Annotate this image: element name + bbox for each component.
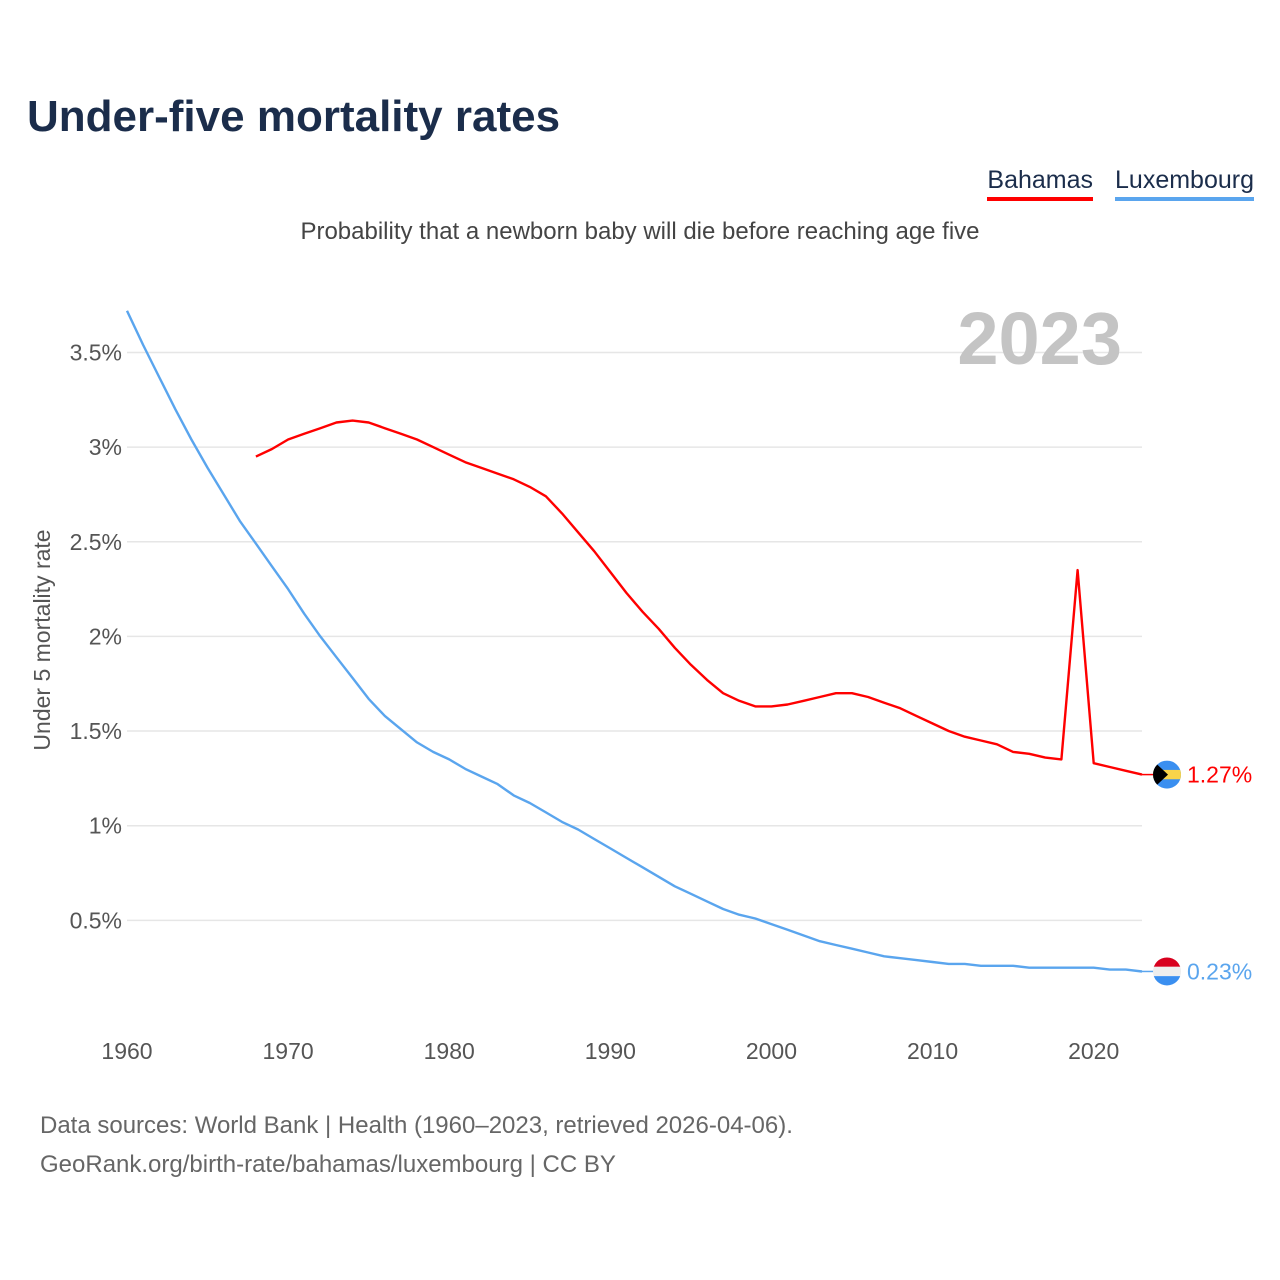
x-tick-label: 1980	[424, 1038, 475, 1064]
y-tick-label: 2%	[89, 623, 122, 649]
legend-item-luxembourg[interactable]: Luxembourg	[1115, 166, 1254, 201]
x-tick-label: 2020	[1068, 1038, 1119, 1064]
chart-subtitle: Probability that a newborn baby will die…	[300, 218, 980, 245]
chart-title: Under-five mortality rates	[27, 92, 561, 141]
footer: Data sources: World Bank | Health (1960–…	[40, 1106, 793, 1184]
legend-item-bahamas[interactable]: Bahamas	[987, 166, 1094, 201]
y-tick-label: 2.5%	[70, 529, 122, 555]
x-tick-label: 2000	[746, 1038, 797, 1064]
bahamas-flag-icon	[1153, 760, 1181, 789]
x-tick-label: 2010	[907, 1038, 958, 1064]
x-tick-label: 1990	[585, 1038, 636, 1064]
y-tick-label: 3%	[89, 434, 122, 460]
y-tick-label: 1%	[89, 813, 122, 839]
y-tick-label: 0.5%	[70, 907, 122, 933]
x-tick-label: 1970	[263, 1038, 314, 1064]
data-source: Data sources: World Bank | Health (1960–…	[40, 1112, 793, 1139]
luxembourg-flag-icon	[1153, 957, 1181, 986]
end-value-label: 1.27%	[1187, 762, 1252, 788]
series-line-luxembourg	[125, 310, 1143, 973]
current-year-label: 2023	[957, 297, 1122, 380]
y-axis-label: Under 5 mortality rate	[29, 529, 55, 750]
y-tick-label: 1.5%	[70, 718, 122, 744]
x-tick-label: 1960	[101, 1038, 152, 1064]
y-tick-label: 3.5%	[70, 339, 122, 365]
end-value-label: 0.23%	[1187, 958, 1252, 984]
legend: Bahamas Luxembourg	[987, 166, 1254, 201]
series-line-bahamas	[255, 419, 1143, 776]
source-link[interactable]: GeoRank.org/birth-rate/bahamas/luxembour…	[40, 1151, 616, 1178]
